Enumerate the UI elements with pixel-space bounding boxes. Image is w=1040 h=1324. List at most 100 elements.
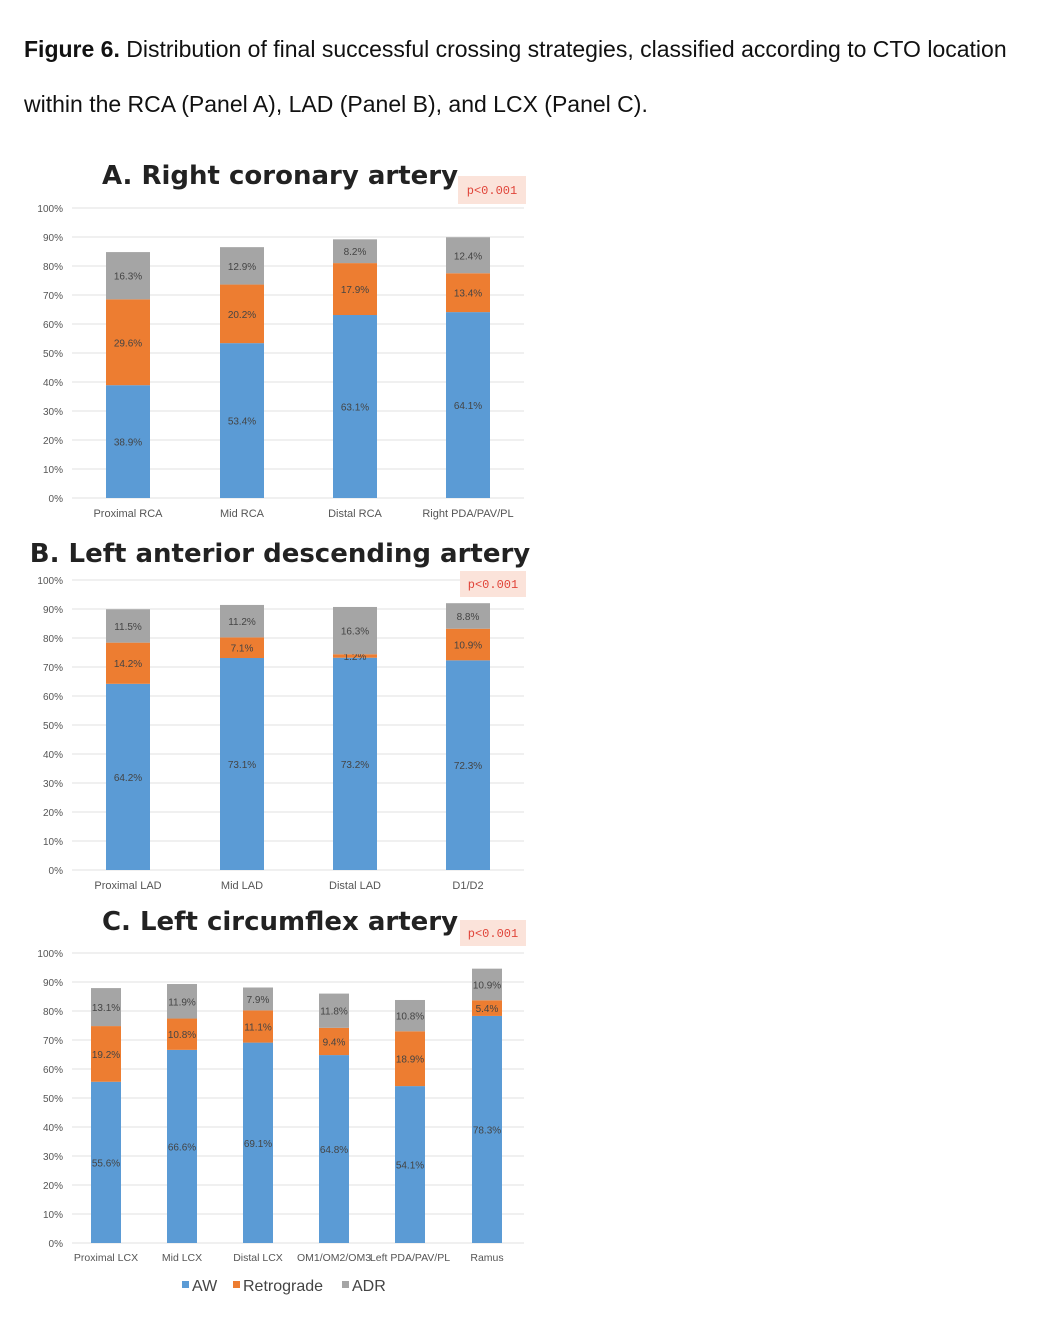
x-category-label: D1/D2 — [452, 880, 483, 892]
bar-segment-retrograde — [106, 642, 150, 684]
chart-title: A. Right coronary artery — [102, 161, 458, 191]
y-tick-label: 90% — [43, 233, 63, 244]
data-label-retrograde: 20.2% — [228, 310, 256, 321]
data-label-aw: 69.1% — [244, 1139, 272, 1150]
bar-segment-aw — [333, 315, 377, 498]
data-label-aw: 64.8% — [320, 1145, 348, 1156]
data-label-adr: 11.9% — [168, 997, 196, 1008]
data-label-adr: 12.4% — [454, 251, 482, 262]
data-label-adr: 16.3% — [114, 272, 142, 283]
data-label-retrograde: 29.6% — [114, 338, 142, 349]
x-category-label: Mid LAD — [221, 880, 263, 892]
data-label-adr: 11.8% — [320, 1007, 348, 1018]
bar-segment-adr — [395, 999, 425, 1032]
data-label-adr: 12.9% — [228, 262, 256, 273]
figure-caption: Figure 6. Distribution of final successf… — [24, 22, 1014, 132]
y-tick-label: 0% — [49, 1239, 64, 1250]
y-tick-label: 30% — [43, 407, 63, 418]
x-category-label: Distal LAD — [329, 880, 381, 892]
bar-segment-adr — [91, 988, 121, 1027]
x-category-label: Proximal LAD — [94, 880, 161, 892]
bar-segment-retrograde — [167, 1018, 197, 1050]
bar-segment-adr — [220, 247, 264, 285]
bar-segment-adr — [446, 603, 490, 629]
y-tick-label: 0% — [49, 866, 64, 877]
legend-swatch-aw — [182, 1281, 189, 1288]
bar-segment-retrograde — [220, 284, 264, 344]
data-label-aw: 54.1% — [396, 1161, 424, 1172]
data-label-retrograde: 17.9% — [341, 285, 369, 296]
y-tick-label: 80% — [43, 1007, 63, 1018]
y-tick-label: 80% — [43, 634, 63, 645]
bar-segment-aw — [243, 1042, 273, 1243]
bar-segment-retrograde — [106, 299, 150, 386]
y-tick-label: 20% — [43, 1181, 63, 1192]
pvalue-box — [460, 920, 526, 946]
y-tick-label: 60% — [43, 320, 63, 331]
data-label-retrograde: 1.2% — [344, 652, 367, 663]
y-tick-label: 100% — [37, 204, 63, 215]
data-label-aw: 38.9% — [114, 438, 142, 449]
y-tick-label: 40% — [43, 750, 63, 761]
chart-panel-a: 0% 10% 20% 30% 40% 50% 60% 70% 80% 90% 100% A. Righ… — [37, 161, 526, 520]
data-label-aw: 64.2% — [114, 773, 142, 784]
y-tick-label: 30% — [43, 779, 63, 790]
x-category-label: Proximal LCX — [74, 1252, 138, 1264]
data-label-adr: 7.9% — [247, 995, 270, 1006]
data-label-retrograde: 10.9% — [454, 641, 482, 652]
y-tick-label: 70% — [43, 663, 63, 674]
bar-segment-aw — [446, 312, 490, 498]
chart-panel-c: 0% 10% 20% 30% 40% 50% 60% 70% 80% 90% 100% C. Left… — [37, 907, 526, 1264]
data-label-adr: 10.9% — [473, 980, 501, 991]
y-tick-label: 80% — [43, 262, 63, 273]
bar-segment-aw — [106, 683, 150, 870]
y-tick-label: 90% — [43, 978, 63, 989]
x-category-label: Distal RCA — [328, 508, 382, 520]
bar-segment-aw — [220, 658, 264, 870]
legend-swatch-adr — [342, 1281, 349, 1288]
y-tick-label: 100% — [37, 576, 63, 587]
y-tick-label: 70% — [43, 291, 63, 302]
bar-segment-aw — [446, 660, 490, 870]
x-category-label: Left PDA/PAV/PL — [370, 1252, 450, 1264]
data-label-retrograde: 19.2% — [92, 1050, 120, 1061]
bar-segment-aw — [319, 1055, 349, 1243]
y-tick-label: 10% — [43, 837, 63, 848]
data-label-aw: 53.4% — [228, 417, 256, 428]
data-label-retrograde: 13.4% — [454, 289, 482, 300]
data-label-retrograde: 5.4% — [476, 1004, 499, 1015]
y-tick-label: 10% — [43, 465, 63, 476]
x-category-label: Mid RCA — [220, 508, 265, 520]
chart-panel-b: 0% 10% 20% 30% 40% 50% 60% 70% 80% 90% 100% B. Left… — [30, 539, 531, 892]
legend-label-adr: ADR — [352, 1278, 386, 1295]
legend-label-aw: AW — [192, 1278, 218, 1295]
bar-segment-aw — [91, 1081, 121, 1243]
chart-legend: AW Retrograde ADR — [182, 1278, 386, 1295]
data-label-adr: 16.3% — [341, 627, 369, 638]
bar-segment-aw — [220, 343, 264, 498]
y-tick-label: 90% — [43, 605, 63, 616]
x-category-label: Ramus — [470, 1252, 503, 1264]
pvalue-label: p<0.001 — [467, 184, 517, 198]
bar-segment-adr — [106, 609, 150, 643]
data-label-aw: 72.3% — [454, 761, 482, 772]
bar-segment-adr — [220, 604, 264, 638]
legend-label-retrograde: Retrograde — [243, 1278, 323, 1295]
y-tick-label: 60% — [43, 1065, 63, 1076]
data-label-retrograde: 14.2% — [114, 659, 142, 670]
bar-segment-retrograde — [319, 1027, 349, 1056]
x-category-label: Mid LCX — [162, 1252, 202, 1264]
bar-segment-retrograde — [472, 1000, 502, 1016]
x-category-label: Proximal RCA — [93, 508, 163, 520]
pvalue-label: p<0.001 — [468, 578, 518, 592]
bar-segment-retrograde — [446, 273, 490, 313]
y-tick-label: 40% — [43, 1123, 63, 1134]
bar-segment-retrograde — [220, 637, 264, 659]
bar-segment-adr — [167, 984, 197, 1019]
bar-segment-adr — [446, 237, 490, 274]
data-label-adr: 13.1% — [92, 1003, 120, 1014]
data-label-aw: 64.1% — [454, 401, 482, 412]
y-tick-label: 30% — [43, 1152, 63, 1163]
bar-segment-retrograde — [333, 654, 377, 658]
x-category-label: Distal LCX — [233, 1252, 283, 1264]
